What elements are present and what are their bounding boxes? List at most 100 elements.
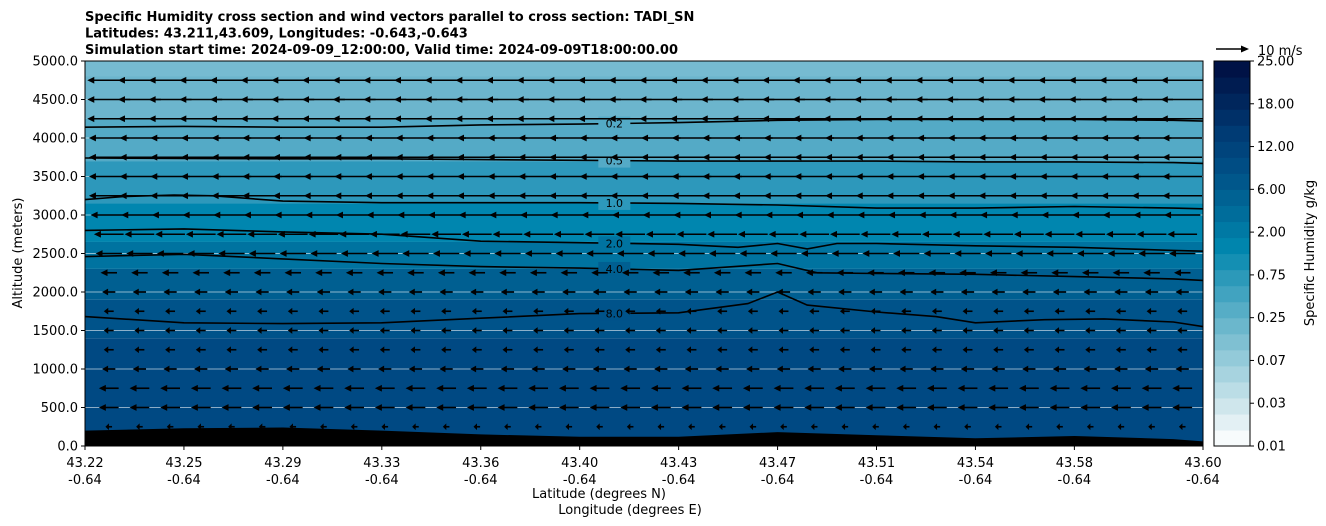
wind-arrow: [933, 423, 941, 431]
wind-arrow: [964, 423, 971, 431]
x-tick-label-lat: 43.36: [462, 456, 499, 471]
wind-arrow: [528, 384, 549, 392]
x-tick-label-lon: -0.64: [563, 473, 597, 488]
wind-arrow: [625, 346, 636, 354]
wind-arrow: [284, 269, 302, 277]
wind-arrow: [93, 230, 124, 238]
wind-arrow: [316, 288, 331, 296]
wind-arrow: [983, 230, 1014, 238]
wind-arrow: [678, 250, 705, 257]
colorbar-segment: [1214, 173, 1250, 190]
wind-arrow: [441, 307, 452, 315]
wind-arrow: [591, 269, 608, 277]
colorbar-segment: [1214, 237, 1250, 255]
x-tick-label-lat: 43.43: [660, 456, 697, 471]
wind-arrow: [286, 365, 300, 373]
wind-arrow: [776, 288, 791, 296]
wind-arrow: [592, 365, 607, 373]
wind-arrow: [838, 288, 852, 296]
wind-arrow: [190, 404, 211, 411]
colorbar-segment: [1214, 109, 1250, 126]
contour-label-bg: [598, 236, 631, 251]
wind-arrow: [471, 346, 482, 354]
wind-arrow: [988, 384, 1009, 392]
wind-arrow: [1167, 230, 1198, 238]
wind-arrow: [655, 327, 666, 334]
wind-arrow: [558, 404, 579, 411]
wind-arrow: [994, 423, 1002, 431]
wind-arrow: [313, 384, 334, 392]
wind-arrow: [901, 307, 912, 315]
wind-arrow: [376, 269, 394, 277]
wind-arrow: [129, 384, 150, 392]
wind-arrow: [166, 423, 174, 431]
wind-arrow: [466, 404, 487, 411]
colorbar-segment: [1214, 429, 1250, 447]
wind-arrow: [1162, 134, 1203, 142]
wind-arrow: [216, 230, 247, 238]
wind-arrow: [839, 307, 850, 315]
x-tick-label-lat: 43.33: [363, 456, 400, 471]
wind-arrow: [1146, 307, 1157, 315]
wind-arrow: [136, 423, 143, 431]
wind-arrow: [1022, 365, 1036, 373]
wind-arrow: [470, 288, 484, 296]
wind-arrow: [529, 269, 547, 277]
y-axis-label: Altitude (meters): [11, 198, 26, 309]
wind-arrow: [1054, 346, 1065, 354]
wind-arrow: [347, 288, 361, 296]
wind-arrow: [248, 250, 276, 257]
wind-arrow: [749, 423, 757, 431]
colorbar-segment: [1214, 157, 1250, 174]
wind-arrow: [473, 423, 481, 431]
wind-arrow: [586, 250, 613, 257]
y-tick-label: 3500.0: [33, 170, 79, 185]
wind-arrow: [775, 269, 792, 277]
wind-arrow: [160, 404, 180, 411]
wind-arrow: [683, 269, 700, 277]
wind-arrow: [502, 346, 513, 354]
wind-arrow: [105, 423, 113, 431]
wind-arrow: [165, 346, 176, 354]
wind-arrow: [1146, 346, 1157, 354]
wind-arrow: [431, 230, 461, 238]
wind-arrow: [102, 288, 116, 296]
wind-arrow: [684, 288, 699, 296]
wind-arrow: [523, 230, 553, 238]
wind-arrow: [1144, 365, 1159, 373]
wind-arrow: [257, 346, 268, 354]
wind-arrow: [134, 307, 145, 315]
wind-arrow: [534, 423, 542, 431]
wind-arrow: [896, 384, 917, 392]
colorbar-frame: [1213, 60, 1251, 447]
wind-arrow: [1023, 307, 1034, 315]
wind-arrow: [712, 384, 733, 392]
x-tick-label-lon: -0.64: [1058, 473, 1092, 488]
wind-arrow: [872, 423, 879, 431]
wind-arrow: [684, 365, 699, 373]
wind-arrow: [594, 307, 605, 315]
wind-arrow: [838, 365, 852, 373]
wind-arrow: [807, 288, 821, 296]
wind-arrow: [195, 346, 206, 354]
y-tick-label: 500.0: [41, 401, 78, 416]
wind-arrow: [739, 250, 767, 257]
wind-arrow: [809, 346, 820, 354]
wind-arrow: [1114, 365, 1128, 373]
colorbar-segment: [1214, 413, 1250, 431]
wind-arrow: [930, 365, 944, 373]
wind-arrow: [584, 230, 615, 238]
wind-arrow: [747, 327, 758, 334]
wind-arrow: [124, 230, 155, 238]
wind-arrow: [594, 346, 605, 354]
contour-line: [85, 253, 1203, 282]
colorbar-segment: [1214, 285, 1250, 303]
wind-arrow: [565, 423, 573, 431]
wind-arrow: [224, 365, 239, 373]
wind-arrow: [344, 404, 365, 411]
wind-arrow: [747, 346, 758, 354]
wind-arrow: [197, 423, 205, 431]
wind-arrow: [132, 365, 147, 373]
wind-arrow: [1054, 307, 1065, 315]
wind-arrow: [339, 230, 369, 238]
